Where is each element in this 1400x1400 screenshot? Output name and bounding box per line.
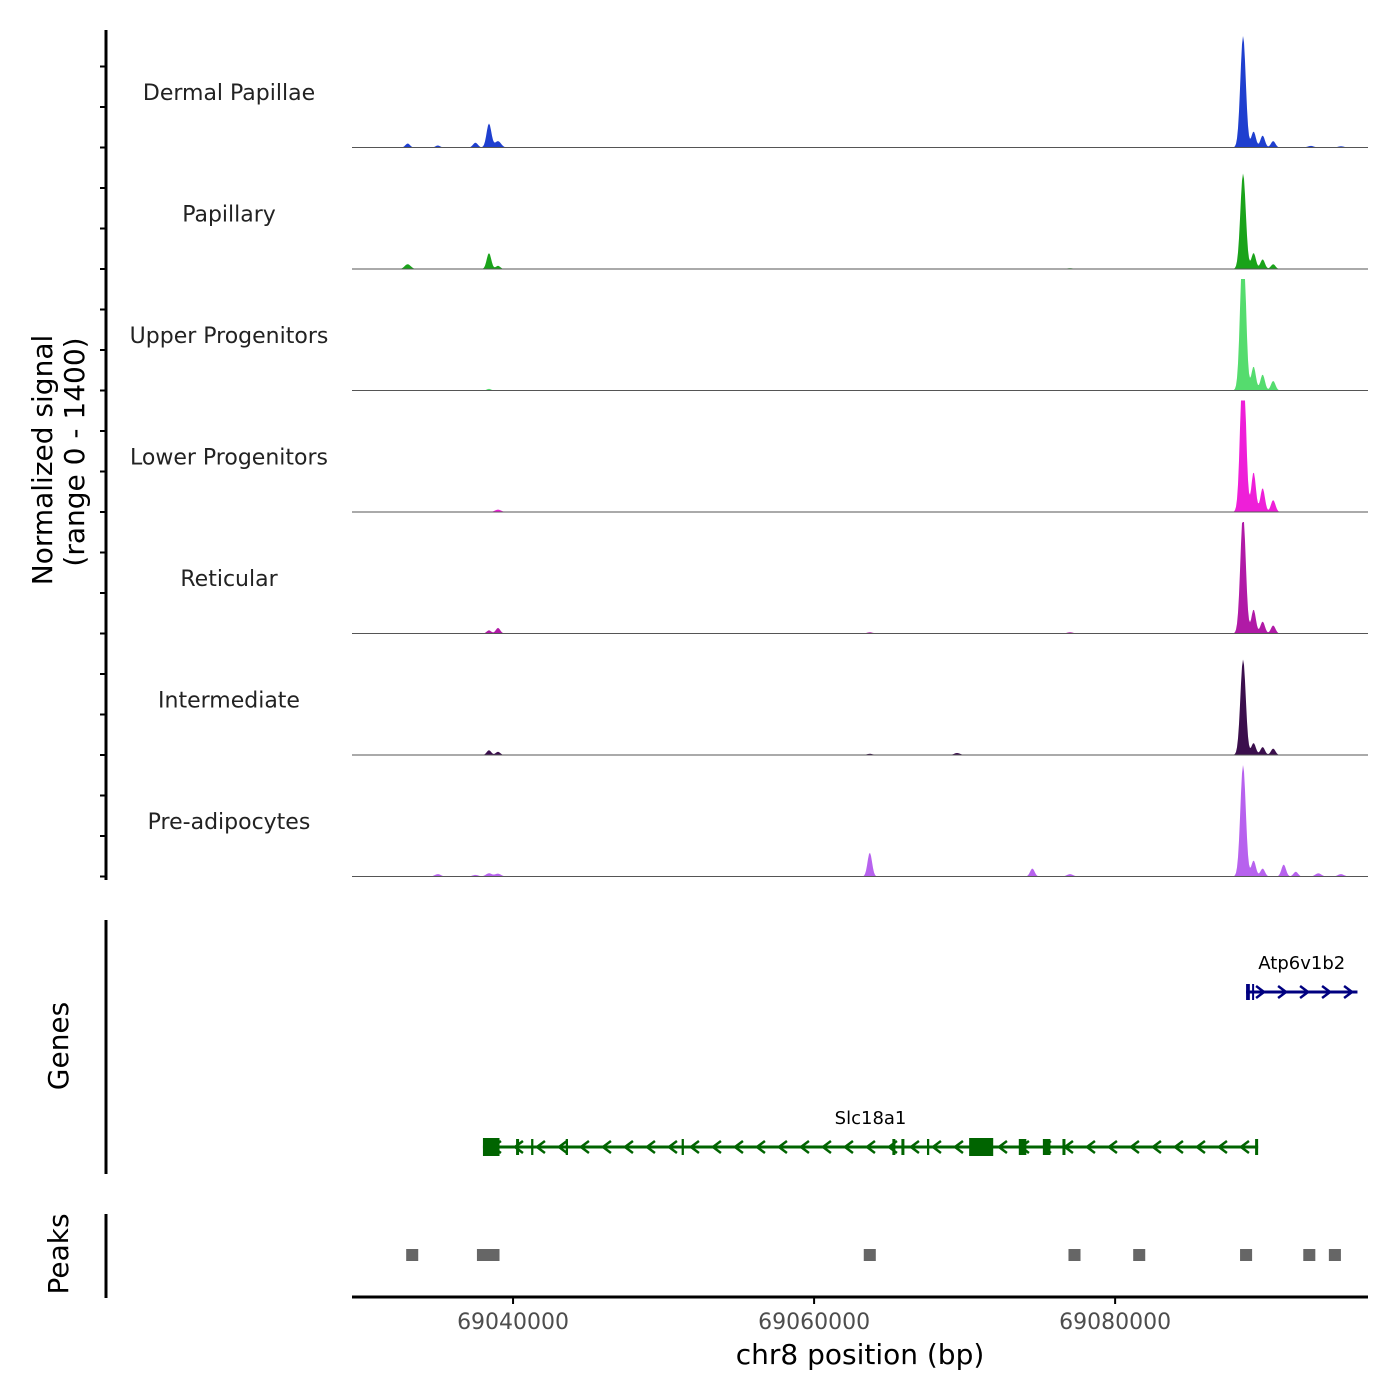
peak-region [1068, 1249, 1081, 1261]
strand-chevron [666, 1140, 678, 1154]
gene-exon [892, 1139, 896, 1155]
strand-chevron [1150, 1140, 1162, 1154]
track-lower-progenitors: Lower Progenitors [100, 400, 1368, 513]
track-label: Upper Progenitors [130, 324, 329, 349]
strand-chevron [622, 1140, 634, 1154]
genes-label: Genes [42, 1002, 75, 1090]
strand-chevron [1238, 1140, 1250, 1154]
track-papillary: Papillary [100, 173, 1368, 270]
gene-exon [901, 1139, 905, 1155]
track-label: Pre-adipocytes [148, 810, 311, 835]
signal-area-mark [352, 279, 1368, 391]
strand-chevron [908, 1140, 920, 1154]
strand-chevron [732, 1140, 744, 1154]
strand-chevron [1299, 985, 1311, 999]
track-dermal-papillae: Dermal Papillae [100, 36, 1368, 149]
gene-exon [1042, 1139, 1051, 1155]
strand-chevron [996, 1140, 1008, 1154]
peak-region [1328, 1249, 1341, 1261]
strand-chevron [556, 1140, 568, 1154]
signal-ylabel-line2: (range 0 - 1400) [58, 337, 91, 566]
track-label: Intermediate [158, 689, 300, 714]
gene-track: Atp6v1b2 Slc18a1 [104, 920, 1358, 1174]
strand-chevron [776, 1140, 788, 1154]
gene-exon [969, 1138, 994, 1156]
track-label: Lower Progenitors [130, 446, 328, 471]
strand-chevron [1194, 1140, 1206, 1154]
signal-tracks: Dermal Papillae Papillary Upper Progenitor… [100, 30, 1368, 880]
track-pre-adipocytes: Pre-adipocytes [100, 765, 1368, 878]
gene-slc18a1: Slc18a1 [482, 1108, 1259, 1156]
x-tick-label: 69040000 [457, 1310, 569, 1335]
strand-chevron [1216, 1140, 1228, 1154]
peak-region [406, 1249, 419, 1261]
gene-exon [926, 1139, 930, 1155]
strand-chevron [1321, 985, 1333, 999]
peak-region [863, 1249, 876, 1261]
peak-region [1303, 1249, 1316, 1261]
strand-chevron [930, 1140, 942, 1154]
signal-area-mark [352, 765, 1368, 877]
strand-chevron [644, 1140, 656, 1154]
gene-exon [681, 1139, 684, 1155]
strand-chevron [1277, 985, 1289, 999]
strand-chevron [1128, 1140, 1140, 1154]
strand-chevron [1343, 985, 1355, 999]
signal-area-mark [352, 400, 1368, 512]
x-axis-title: chr8 position (bp) [736, 1338, 985, 1371]
gene-exon [1252, 984, 1255, 1000]
gene-exon [1246, 984, 1250, 1000]
signal-area-mark [352, 36, 1368, 148]
strand-chevron [534, 1140, 546, 1154]
peak-track [104, 1214, 1341, 1298]
strand-chevron [1084, 1140, 1096, 1154]
track-intermediate: Intermediate [100, 659, 1368, 756]
strand-chevron [1106, 1140, 1118, 1154]
strand-chevron [798, 1140, 810, 1154]
gene-exon [1255, 1139, 1259, 1155]
gene-atp6v1b2: Atp6v1b2 [1246, 953, 1358, 1000]
signal-area-mark [352, 659, 1368, 755]
strand-chevron [842, 1140, 854, 1154]
strand-chevron [710, 1140, 722, 1154]
strand-chevron [1255, 985, 1267, 999]
strand-chevron [820, 1140, 832, 1154]
strand-chevron [512, 1140, 524, 1154]
gene-exon [516, 1139, 520, 1155]
peaks-label: Peaks [42, 1213, 75, 1294]
strand-chevron [688, 1140, 700, 1154]
strand-chevron [600, 1140, 612, 1154]
peak-region [1240, 1249, 1253, 1261]
track-label: Dermal Papillae [143, 81, 315, 106]
signal-area-mark [352, 173, 1368, 269]
gene-exon [565, 1139, 568, 1155]
strand-chevron [952, 1140, 964, 1154]
gene-exon [531, 1139, 534, 1155]
peak-region [1133, 1249, 1146, 1261]
track-reticular: Reticular [100, 522, 1368, 635]
gene-label: Atp6v1b2 [1258, 953, 1345, 974]
x-tick-label: 69060000 [758, 1310, 870, 1335]
gene-exon [1018, 1139, 1027, 1155]
strand-chevron [1172, 1140, 1184, 1154]
track-label: Reticular [180, 567, 278, 592]
track-label: Papillary [182, 203, 276, 228]
signal-ylabel-line1: Normalized signal [26, 335, 59, 586]
gene-exon [1062, 1139, 1066, 1155]
gene-label: Slc18a1 [835, 1108, 907, 1129]
strand-chevron [864, 1140, 876, 1154]
gene-exon [482, 1138, 500, 1156]
strand-chevron [754, 1140, 766, 1154]
track-upper-progenitors: Upper Progenitors [100, 279, 1368, 392]
signal-area-mark [352, 522, 1368, 634]
peak-region [476, 1249, 500, 1261]
x-axis: 69040000 69060000 69080000 [352, 1295, 1368, 1335]
x-tick-label: 69080000 [1059, 1310, 1171, 1335]
strand-chevron [578, 1140, 590, 1154]
